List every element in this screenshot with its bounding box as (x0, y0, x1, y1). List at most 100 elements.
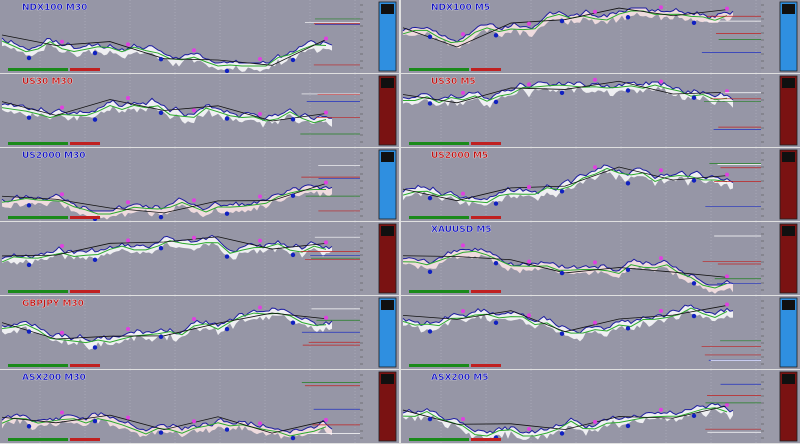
swing-marker (461, 309, 465, 314)
chart-pane (0, 222, 399, 295)
swing-marker (527, 185, 531, 190)
zigzag-line (1, 236, 327, 257)
swing-marker (192, 198, 196, 203)
status-strip (409, 364, 469, 367)
swing-marker (324, 315, 328, 320)
panel-header (381, 4, 394, 14)
status-strip (409, 216, 469, 219)
swing-marker (192, 316, 196, 321)
zigzag-line (402, 255, 728, 278)
swing-marker (527, 427, 531, 431)
swing-marker (625, 181, 631, 186)
side-panel (378, 223, 397, 294)
swing-marker (26, 115, 32, 120)
panel-header (782, 4, 795, 14)
side-panel (378, 1, 397, 72)
swing-marker (258, 421, 262, 426)
status-strip (471, 290, 501, 293)
swing-marker (126, 96, 130, 101)
swing-marker (427, 269, 433, 274)
swing-marker (158, 430, 164, 435)
swing-marker (625, 88, 631, 93)
swing-marker (92, 418, 98, 424)
pane-background (0, 0, 399, 73)
swing-marker (324, 110, 328, 115)
zigzag-line (1, 183, 327, 214)
side-panel (779, 297, 798, 368)
zigzag-line (402, 166, 728, 202)
swing-marker (461, 243, 465, 248)
price-line (1, 37, 333, 64)
panel-header (381, 374, 394, 384)
swing-marker (92, 345, 98, 350)
swing-marker (158, 334, 164, 340)
side-panel (378, 371, 397, 442)
swing-marker (126, 238, 130, 243)
swing-marker (224, 68, 230, 73)
pane-title: NDX100 M30 (22, 3, 87, 13)
chart-pane: US30 M30 (0, 74, 399, 147)
swing-marker (593, 320, 597, 325)
moving-average (402, 10, 728, 44)
swing-marker (258, 305, 262, 310)
swing-marker (559, 431, 565, 436)
swing-marker (92, 50, 98, 56)
swing-marker (26, 262, 32, 268)
swing-marker (158, 245, 164, 251)
price-band (403, 165, 733, 207)
price-axis (761, 370, 779, 443)
moving-average (402, 250, 728, 289)
swing-marker (290, 320, 296, 325)
swing-marker (493, 260, 499, 266)
side-panel (378, 297, 397, 368)
swing-marker (324, 240, 328, 245)
status-strip (8, 290, 68, 293)
price-axis (761, 296, 779, 369)
status-strip (471, 216, 501, 219)
panel-header (782, 78, 795, 88)
status-strip (8, 142, 68, 145)
pane-background (401, 222, 800, 295)
swing-marker (427, 34, 433, 40)
chart-pane: NDX100 M30 (0, 0, 399, 73)
swing-marker (527, 259, 531, 264)
price-axis (761, 148, 779, 221)
swing-marker (593, 419, 597, 424)
side-panel (779, 223, 798, 294)
status-strip (471, 364, 501, 367)
moving-average (402, 167, 728, 204)
swing-marker (258, 194, 262, 199)
panel-header (782, 226, 795, 236)
price-axis (761, 0, 779, 73)
side-panel (779, 75, 798, 146)
swing-marker (659, 407, 663, 412)
swing-marker (60, 330, 64, 335)
swing-marker (625, 267, 631, 273)
swing-marker (192, 419, 196, 424)
swing-marker (427, 329, 433, 334)
swing-marker (60, 39, 64, 44)
swing-marker (192, 235, 196, 240)
zigzag-line (1, 99, 327, 122)
swing-marker (26, 55, 32, 61)
status-strip (409, 68, 469, 71)
chart-pane: NDX100 M5 (401, 0, 800, 73)
swing-marker (258, 57, 262, 61)
swing-marker (691, 313, 697, 319)
swing-marker (725, 172, 729, 177)
swing-marker (725, 302, 729, 307)
swing-marker (725, 274, 729, 279)
price-axis (761, 222, 779, 295)
side-panel (378, 75, 397, 146)
swing-marker (725, 89, 729, 94)
status-strip (471, 438, 501, 441)
zigzag-line (402, 80, 728, 104)
chart-pane: US2000 M5 (401, 148, 800, 221)
swing-marker (559, 90, 565, 95)
zigzag-line (1, 312, 327, 340)
chart-pane: ASX200 M30 (0, 370, 399, 443)
swing-marker (461, 90, 465, 95)
swing-marker (659, 168, 663, 173)
swing-marker (691, 95, 697, 100)
